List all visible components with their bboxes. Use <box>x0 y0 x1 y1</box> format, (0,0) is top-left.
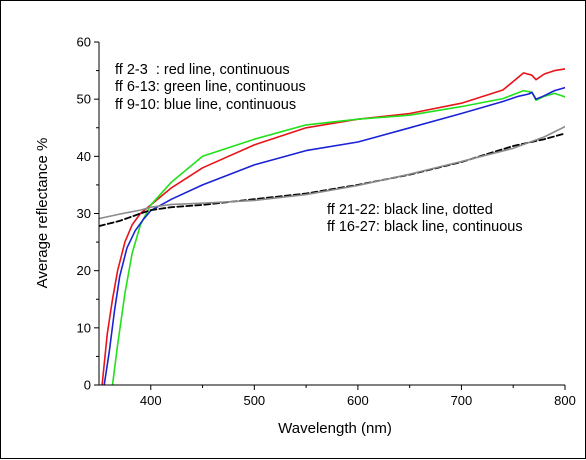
y-tick-label: 0 <box>84 378 91 393</box>
series-line-0 <box>101 68 565 385</box>
y-tick-label: 50 <box>77 92 91 107</box>
series-line-3 <box>99 132 565 228</box>
series-line-1 <box>111 89 565 385</box>
annotation-continuous-black-line: ff 16-27: black line, continuous <box>327 219 523 235</box>
annotation-blue-line: ff 9-10: blue line, continuous <box>115 97 296 113</box>
x-tick-label: 600 <box>347 393 369 408</box>
y-tick-label: 10 <box>77 320 91 335</box>
annotation-green-line: ff 6-13: green line, continuous <box>115 79 306 95</box>
x-axis-label: Wavelength (nm) <box>278 420 392 437</box>
x-tick-label: 500 <box>243 393 265 408</box>
y-tick-label: 30 <box>77 206 91 221</box>
x-tick-label: 800 <box>554 393 576 408</box>
y-tick-label: 20 <box>77 263 91 278</box>
x-tick-label: 400 <box>140 393 162 408</box>
annotation-dotted-line: ff 21-22: black line, dotted <box>327 202 493 218</box>
annotation-red-line: ff 2-3 : red line, continuous <box>115 62 290 78</box>
series-line-4 <box>99 125 565 220</box>
y-tick-label: 60 <box>77 35 91 50</box>
series-line-2 <box>103 86 565 385</box>
x-tick-label: 700 <box>451 393 473 408</box>
y-axis-label: Average reflectance % <box>34 138 51 289</box>
y-tick-label: 40 <box>77 149 91 164</box>
